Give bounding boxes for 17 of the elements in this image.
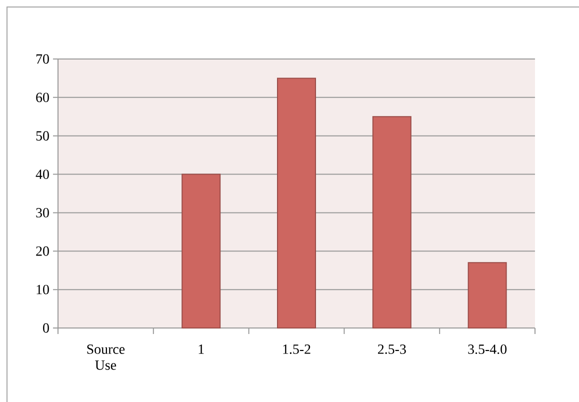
y-tick-label: 70 [36, 54, 49, 64]
y-tick-label: 40 [36, 170, 49, 179]
y-tick-label: 0 [43, 323, 49, 333]
x-tick-label: 1.5-2 [283, 344, 310, 354]
x-tick-label: 2.5-3 [378, 344, 406, 354]
bar [372, 116, 412, 328]
y-tick-label: 50 [36, 131, 49, 141]
y-tick-label: 60 [36, 92, 49, 102]
y-tick-label: 30 [36, 208, 49, 218]
y-tick-label: 10 [36, 284, 49, 294]
bar [182, 174, 221, 328]
bar [468, 262, 507, 328]
x-tick-label: Source Use [87, 344, 125, 370]
x-tick-label: 3.5-4.0 [468, 344, 507, 354]
bar [277, 78, 316, 328]
y-tick-label: 20 [36, 246, 49, 256]
x-tick-label: 1 [198, 344, 204, 354]
